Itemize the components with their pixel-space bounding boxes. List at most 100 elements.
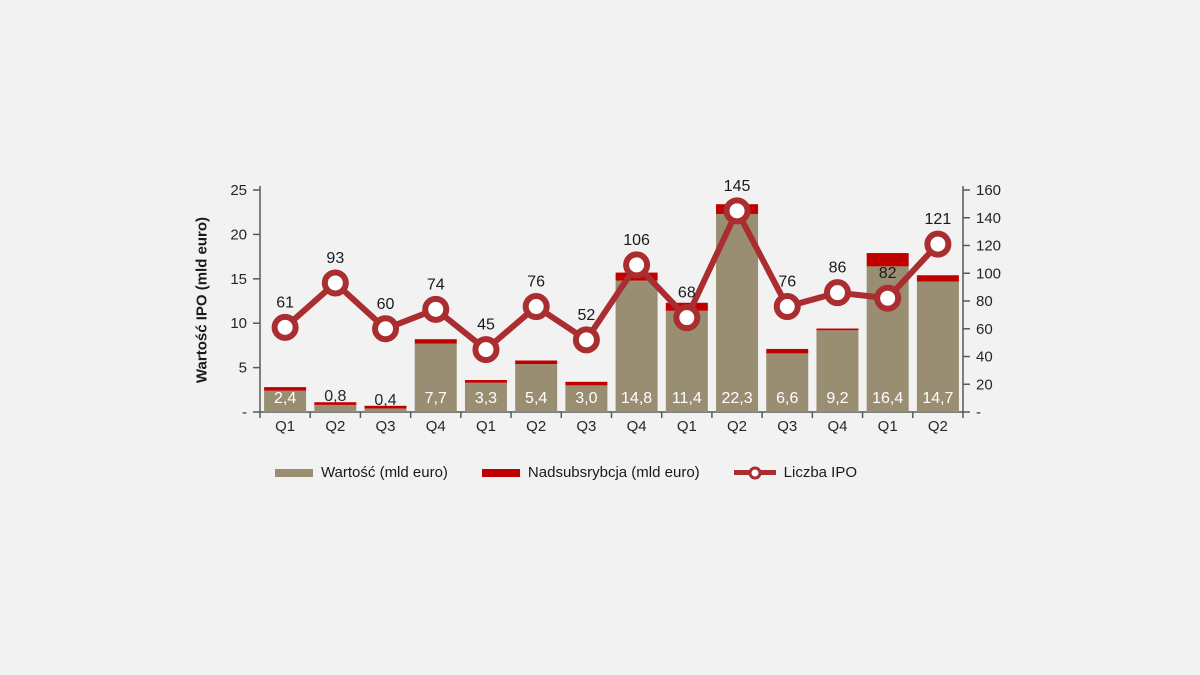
- right-tick-label: 60: [976, 321, 993, 338]
- left-tick-label: -: [242, 404, 247, 421]
- ipo-count-label: 106: [623, 232, 650, 249]
- right-tick-label: 80: [976, 293, 993, 310]
- wartosc-swatch-icon: [274, 468, 313, 477]
- left-tick-label: 10: [230, 315, 247, 332]
- line-marker: [321, 269, 349, 297]
- category-label: Q2: [928, 418, 948, 435]
- line-marker: [271, 313, 299, 341]
- line-marker: [823, 279, 851, 307]
- ipo-count-label: 45: [477, 317, 495, 334]
- legend: Wartość (mld euro) Nadsubsrybcja (mld eu…: [166, 464, 966, 481]
- line-marker-icon: [748, 466, 762, 479]
- category-label: Q3: [777, 418, 797, 435]
- bar-value-label: 5,4: [525, 390, 547, 407]
- left-tick-label: 15: [230, 271, 247, 288]
- right-tick-label: 100: [976, 265, 1001, 282]
- category-label: Q2: [325, 418, 345, 435]
- right-tick-label: 20: [976, 376, 993, 393]
- value-bar: [916, 281, 959, 412]
- bar-value-label: 0,8: [324, 388, 346, 405]
- left-tick-label: 20: [230, 226, 247, 243]
- value-bar: [515, 364, 558, 412]
- liczba-ipo-swatch-icon: [733, 466, 776, 479]
- ipo-count-label: 86: [829, 260, 847, 277]
- oversubscription-cap: [766, 348, 809, 354]
- line-marker: [673, 304, 701, 332]
- right-tick-label: 40: [976, 349, 993, 366]
- nadsubsrybcja-swatch-icon: [481, 468, 520, 477]
- oversubscription-cap: [866, 253, 909, 267]
- legend-item-nadsubsrybcja: Nadsubsrybcja (mld euro): [481, 464, 700, 481]
- oversubscription-cap: [515, 360, 558, 365]
- bar-value-label: 3,3: [475, 390, 497, 407]
- ipo-count-label: 82: [879, 265, 897, 282]
- ipo-count-label: 76: [527, 274, 545, 291]
- bar-value-label: 0,4: [374, 392, 396, 409]
- category-label: Q2: [526, 418, 546, 435]
- value-bar: [364, 408, 407, 412]
- legend-label-nadsubsrybcja: Nadsubsrybcja (mld euro): [527, 464, 700, 481]
- category-label: Q1: [677, 418, 697, 435]
- right-tick-label: 120: [976, 238, 1001, 255]
- line-marker: [522, 293, 550, 321]
- oversubscription-cap: [314, 402, 357, 405]
- category-label: Q4: [827, 418, 847, 435]
- line-marker: [572, 326, 600, 354]
- value-bar: [816, 330, 859, 412]
- right-tick-label: 140: [976, 210, 1001, 227]
- ipo-count-label: 68: [678, 285, 696, 302]
- bar-value-label: 22,3: [721, 390, 752, 407]
- line-marker: [773, 293, 801, 321]
- right-tick-label: -: [976, 404, 981, 421]
- bar-value-label: 16,4: [872, 390, 903, 407]
- category-labels: Q1 Q2 Q3 Q4 Q1 Q2 Q3 Q4 Q1 Q2 Q3 Q4 Q1 Q2: [275, 418, 948, 435]
- line-marker: [422, 295, 450, 323]
- category-label: Q3: [376, 418, 396, 435]
- line-marker: [623, 251, 651, 279]
- value-bars: [264, 213, 959, 412]
- oversubscription-cap: [264, 387, 307, 391]
- legend-item-liczba-ipo: Liczba IPO: [733, 464, 858, 481]
- category-label: Q1: [878, 418, 898, 435]
- bar-value-label: 6,6: [776, 390, 798, 407]
- value-bar: [565, 385, 608, 412]
- value-bar: [615, 280, 658, 412]
- value-bar: [314, 404, 357, 412]
- oversubscription-cap: [916, 275, 959, 282]
- line-marker: [372, 315, 400, 343]
- ipo-count-label: 61: [276, 294, 294, 311]
- line-marker: [723, 197, 751, 225]
- category-label: Q1: [275, 418, 295, 435]
- oversubscription-cap: [816, 328, 859, 331]
- oversubscription-cap: [364, 405, 407, 409]
- oversubscription-cap: [464, 380, 507, 383]
- bar-value-label: 3,0: [575, 390, 597, 407]
- bar-value-label: 14,8: [621, 390, 652, 407]
- ipo-count-label: 76: [778, 274, 796, 291]
- ipo-count-label: 60: [377, 296, 395, 313]
- ipo-count-label: 52: [577, 307, 595, 324]
- legend-label-wartosc: Wartość (mld euro): [320, 464, 448, 481]
- category-label: Q4: [426, 418, 446, 435]
- bar-value-label: 7,7: [425, 390, 447, 407]
- bar-value-label: 11,4: [672, 390, 702, 407]
- left-tick-labels: - 5 10 15 20 25: [230, 182, 247, 421]
- left-tick-label: 5: [239, 360, 247, 377]
- legend-label-liczba-ipo: Liczba IPO: [783, 464, 858, 481]
- bar-value-label: 9,2: [826, 390, 848, 407]
- bar-value-label: 2,4: [274, 390, 296, 407]
- line-marker: [874, 284, 902, 312]
- category-label: Q1: [476, 418, 496, 435]
- line-marker: [472, 336, 500, 364]
- ipo-count-markers: [271, 197, 952, 364]
- left-tick-label: 25: [230, 182, 247, 199]
- legend-item-wartosc: Wartość (mld euro): [274, 464, 448, 481]
- ipo-count-label: 93: [326, 250, 344, 267]
- category-label: Q3: [576, 418, 596, 435]
- oversubscription-cap: [565, 381, 608, 386]
- oversubscription-cap: [414, 339, 457, 344]
- ipo-count-label: 145: [724, 178, 751, 195]
- right-tick-label: 160: [976, 182, 1001, 199]
